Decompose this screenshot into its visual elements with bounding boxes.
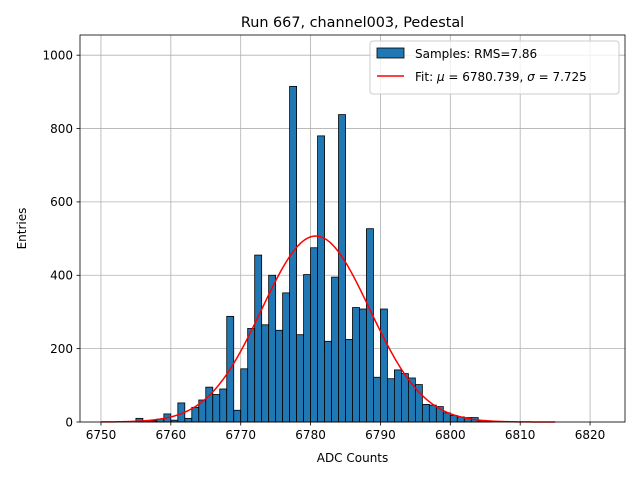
histogram-bar bbox=[359, 308, 367, 423]
x-tick-label: 6760 bbox=[156, 428, 187, 442]
histogram-bar bbox=[345, 339, 353, 423]
histogram-bar bbox=[212, 394, 221, 423]
histogram-bar bbox=[317, 135, 325, 423]
x-tick-label: 6770 bbox=[225, 428, 256, 442]
histogram-bar bbox=[233, 409, 242, 423]
histogram-bar bbox=[366, 228, 374, 423]
fit-mu-value: = 6780.739, bbox=[445, 70, 528, 84]
y-tick-label: 0 bbox=[65, 415, 73, 429]
chart-title: Run 667, channel003, Pedestal bbox=[241, 15, 464, 31]
histogram-bar bbox=[394, 369, 402, 423]
y-tick-label: 200 bbox=[50, 342, 73, 356]
fit-curve bbox=[100, 235, 556, 423]
fit-label-prefix: Fit: bbox=[415, 70, 437, 84]
histogram-bar bbox=[428, 404, 437, 423]
histogram-bar bbox=[275, 329, 284, 423]
legend-swatch-samples bbox=[376, 47, 405, 59]
histogram-bar bbox=[442, 412, 451, 423]
histogram-bar bbox=[373, 376, 381, 423]
legend: Samples: RMS=7.86 Fit: μ = 6780.739, σ =… bbox=[369, 40, 620, 95]
plot-frame bbox=[79, 34, 626, 423]
x-tick-label: 6820 bbox=[575, 428, 606, 442]
histogram-bar bbox=[401, 373, 409, 423]
histogram-bar bbox=[191, 406, 200, 423]
histogram-bar bbox=[421, 403, 430, 423]
fit-sigma-value: = 7.725 bbox=[535, 70, 587, 84]
y-tick-label: 1000 bbox=[42, 48, 73, 62]
histogram-bar bbox=[261, 324, 270, 423]
x-tick-label: 6790 bbox=[365, 428, 396, 442]
x-tick-label: 6810 bbox=[505, 428, 536, 442]
histogram-bar bbox=[296, 334, 304, 423]
y-tick-label: 600 bbox=[50, 195, 73, 209]
legend-box bbox=[369, 40, 620, 95]
y-tick-label: 400 bbox=[50, 269, 73, 283]
y-axis-label: Entries bbox=[15, 208, 29, 250]
histogram-bar bbox=[380, 308, 388, 423]
histogram-bar bbox=[254, 254, 263, 423]
histogram-bar bbox=[184, 417, 193, 423]
histogram-bar bbox=[310, 247, 318, 423]
histogram-bar bbox=[303, 274, 311, 423]
histogram-bar bbox=[331, 276, 339, 423]
histogram-bar bbox=[247, 328, 256, 423]
histogram-bar bbox=[240, 368, 249, 423]
histogram-bars bbox=[135, 85, 493, 423]
histogram-bar bbox=[219, 388, 228, 423]
histogram-bar bbox=[324, 340, 332, 423]
histogram-bar bbox=[352, 307, 360, 423]
x-tick-label: 6780 bbox=[295, 428, 326, 442]
x-tick-label: 6800 bbox=[435, 428, 466, 442]
mu-symbol: μ bbox=[436, 70, 445, 84]
sigma-symbol: σ bbox=[527, 70, 535, 84]
x-tick-label: 6750 bbox=[86, 428, 117, 442]
x-axis-ticks: 6750 6760 6770 6780 6790 6800 6810 6820 bbox=[86, 422, 606, 442]
histogram-bar bbox=[387, 378, 395, 423]
legend-label-fit: Fit: μ = 6780.739, σ = 7.725 bbox=[415, 70, 587, 84]
x-axis-label: ADC Counts bbox=[317, 451, 389, 465]
y-axis-ticks: 0 200 400 600 800 1000 bbox=[42, 48, 80, 429]
y-tick-label: 800 bbox=[50, 122, 73, 136]
legend-label-samples: Samples: RMS=7.86 bbox=[415, 47, 537, 61]
histogram-bar bbox=[268, 274, 277, 423]
histogram-bar bbox=[282, 292, 291, 423]
histogram-bar bbox=[338, 114, 346, 423]
